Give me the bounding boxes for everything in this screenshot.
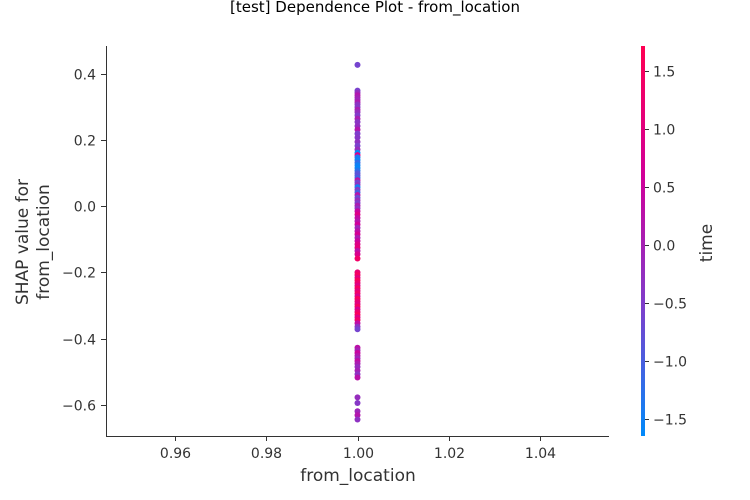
colorbar (641, 46, 645, 436)
y-tick-label: 0.2 (74, 134, 96, 150)
y-tick-label: 0.0 (74, 200, 96, 216)
colorbar-tick-label: −1.5 (653, 413, 687, 429)
colorbar-ticks: 1.5 1.0 0.5 0.0 −0.5 −1.0 −1.5 (645, 65, 687, 429)
scatter-points (354, 61, 361, 423)
scatter-point (354, 374, 361, 381)
y-tick-label: −0.4 (62, 333, 96, 349)
x-axis-ticks: 0.96 0.98 1.00 1.02 1.04 (160, 436, 556, 462)
scatter-point (354, 399, 361, 406)
colorbar-tick-label: −0.5 (653, 297, 687, 313)
y-tick-label: −0.6 (62, 399, 96, 415)
x-axis-title: from_location (300, 466, 416, 486)
scatter-point (354, 255, 361, 262)
scatter-point (354, 61, 361, 68)
scatter-point (354, 412, 361, 419)
scatter-point (354, 134, 361, 141)
y-axis-ticks: 0.4 0.2 0.0 −0.2 −0.4 −0.6 (62, 68, 106, 415)
chart-title: [test] Dependence Plot - from_location (230, 0, 520, 17)
y-axis-title-line-1: SHAP value for (13, 179, 33, 305)
colorbar-tick-label: 1.5 (653, 65, 675, 81)
x-tick-label: 1.00 (343, 446, 374, 462)
colorbar-tick-label: −1.0 (653, 355, 687, 371)
colorbar-tick-label: 0.5 (653, 181, 675, 197)
scatter-point (354, 251, 361, 258)
colorbar-tick-label: 1.0 (653, 123, 675, 139)
x-tick-label: 0.98 (251, 446, 282, 462)
x-tick-label: 1.04 (525, 446, 556, 462)
colorbar-label: time (697, 224, 717, 262)
colorbar-tick-label: 0.0 (653, 239, 675, 255)
scatter-point (354, 326, 361, 333)
scatter-point (354, 416, 361, 423)
y-axis-title-line-2: from_location (34, 184, 54, 300)
x-tick-label: 1.02 (434, 446, 465, 462)
scatter-point (354, 394, 361, 401)
x-tick-label: 0.96 (160, 446, 191, 462)
y-tick-label: 0.4 (74, 68, 96, 84)
y-tick-label: −0.2 (62, 266, 96, 282)
